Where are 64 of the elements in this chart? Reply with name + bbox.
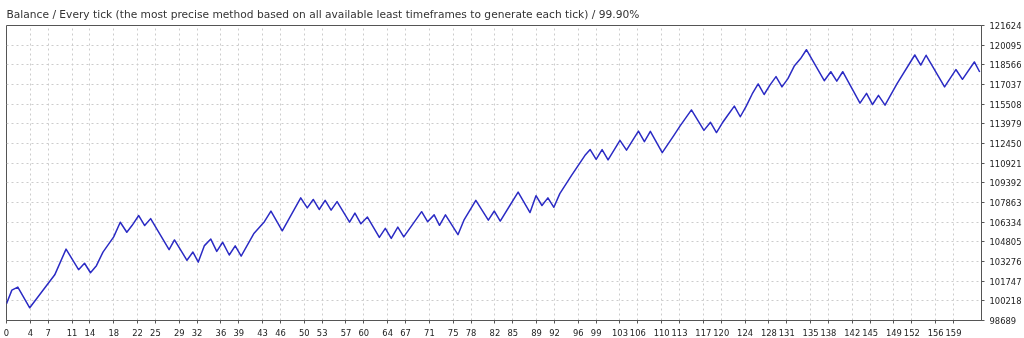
- x-tick-label: 85: [507, 327, 519, 338]
- x-tick-label: 92: [549, 327, 560, 338]
- x-tick-label: 50: [298, 327, 310, 338]
- x-tick-label: 135: [802, 327, 819, 338]
- x-tick-label: 78: [465, 327, 477, 338]
- y-tick-label: 117037: [989, 80, 1022, 90]
- x-tick-label: 103: [611, 327, 628, 338]
- x-tick-label: 53: [316, 327, 328, 338]
- y-tick-label: 121624: [989, 21, 1022, 31]
- y-tick-label: 120095: [989, 40, 1022, 51]
- x-tick-label: 11: [66, 327, 78, 338]
- x-tick-label: 7: [45, 327, 51, 338]
- y-tick-label: 98689: [989, 316, 1017, 326]
- x-tick-label: 36: [215, 327, 227, 338]
- x-tick-label: 71: [424, 327, 435, 338]
- x-tick-label: 145: [862, 327, 879, 338]
- y-tick-label: 101747: [989, 276, 1022, 287]
- x-tick-label: 22: [132, 327, 143, 338]
- x-tick-label: 43: [257, 327, 268, 338]
- x-tick-label: 142: [844, 327, 861, 338]
- y-tick-label: 118566: [989, 60, 1022, 71]
- x-tick-label: 113: [671, 327, 688, 338]
- x-tick-label: 159: [945, 327, 962, 338]
- y-tick-label: 107863: [989, 198, 1022, 208]
- x-tick-label: 152: [903, 327, 920, 338]
- x-tick-label: 110: [653, 327, 670, 338]
- x-tick-label: 138: [820, 327, 837, 338]
- x-tick-label: 106: [629, 327, 646, 338]
- y-tick-label: 109392: [989, 178, 1022, 189]
- y-tick-label: 110921: [989, 158, 1022, 169]
- x-tick-label: 89: [531, 327, 542, 338]
- x-tick-label: 14: [84, 327, 96, 338]
- y-tick-label: 115508: [989, 99, 1022, 110]
- x-tick-label: 60: [358, 327, 370, 338]
- y-tick-label: 103276: [989, 257, 1022, 267]
- x-tick-label: 120: [713, 327, 730, 338]
- x-tick-label: 32: [191, 327, 203, 338]
- x-tick-label: 82: [489, 327, 501, 338]
- y-tick-label: 104805: [989, 237, 1022, 248]
- line-series: [6, 48, 981, 309]
- x-tick-label: 4: [27, 327, 33, 338]
- x-tick-label: 149: [885, 327, 902, 338]
- y-tick-label: 113979: [989, 119, 1022, 130]
- x-tick-label: 67: [400, 327, 411, 338]
- x-tick-label: 0: [3, 327, 10, 338]
- y-tick-label: 106334: [989, 217, 1022, 228]
- x-tick-label: 57: [340, 327, 352, 338]
- x-tick-label: 131: [778, 327, 795, 338]
- x-tick-label: 128: [760, 327, 777, 338]
- chart-title: Balance / Every tick (the most precise method based on all available least timeframes to generate each tick) / 99.90%: [6, 7, 640, 21]
- x-tick-label: 46: [275, 327, 286, 338]
- x-tick-label: 124: [737, 327, 754, 338]
- y-tick-label: 112450: [989, 139, 1022, 149]
- x-tick-label: 156: [927, 327, 944, 338]
- x-tick-label: 29: [173, 327, 185, 338]
- x-tick-label: 18: [108, 327, 120, 338]
- x-tick-label: 64: [382, 327, 394, 338]
- x-tick-label: 39: [233, 327, 245, 338]
- x-tick-label: 99: [590, 327, 602, 338]
- x-tick-label: 117: [695, 327, 712, 338]
- x-tick-label: 75: [447, 327, 459, 338]
- x-tick-label: 25: [150, 327, 161, 338]
- x-tick-label: 96: [572, 327, 584, 338]
- y-tick-label: 100218: [989, 296, 1022, 307]
